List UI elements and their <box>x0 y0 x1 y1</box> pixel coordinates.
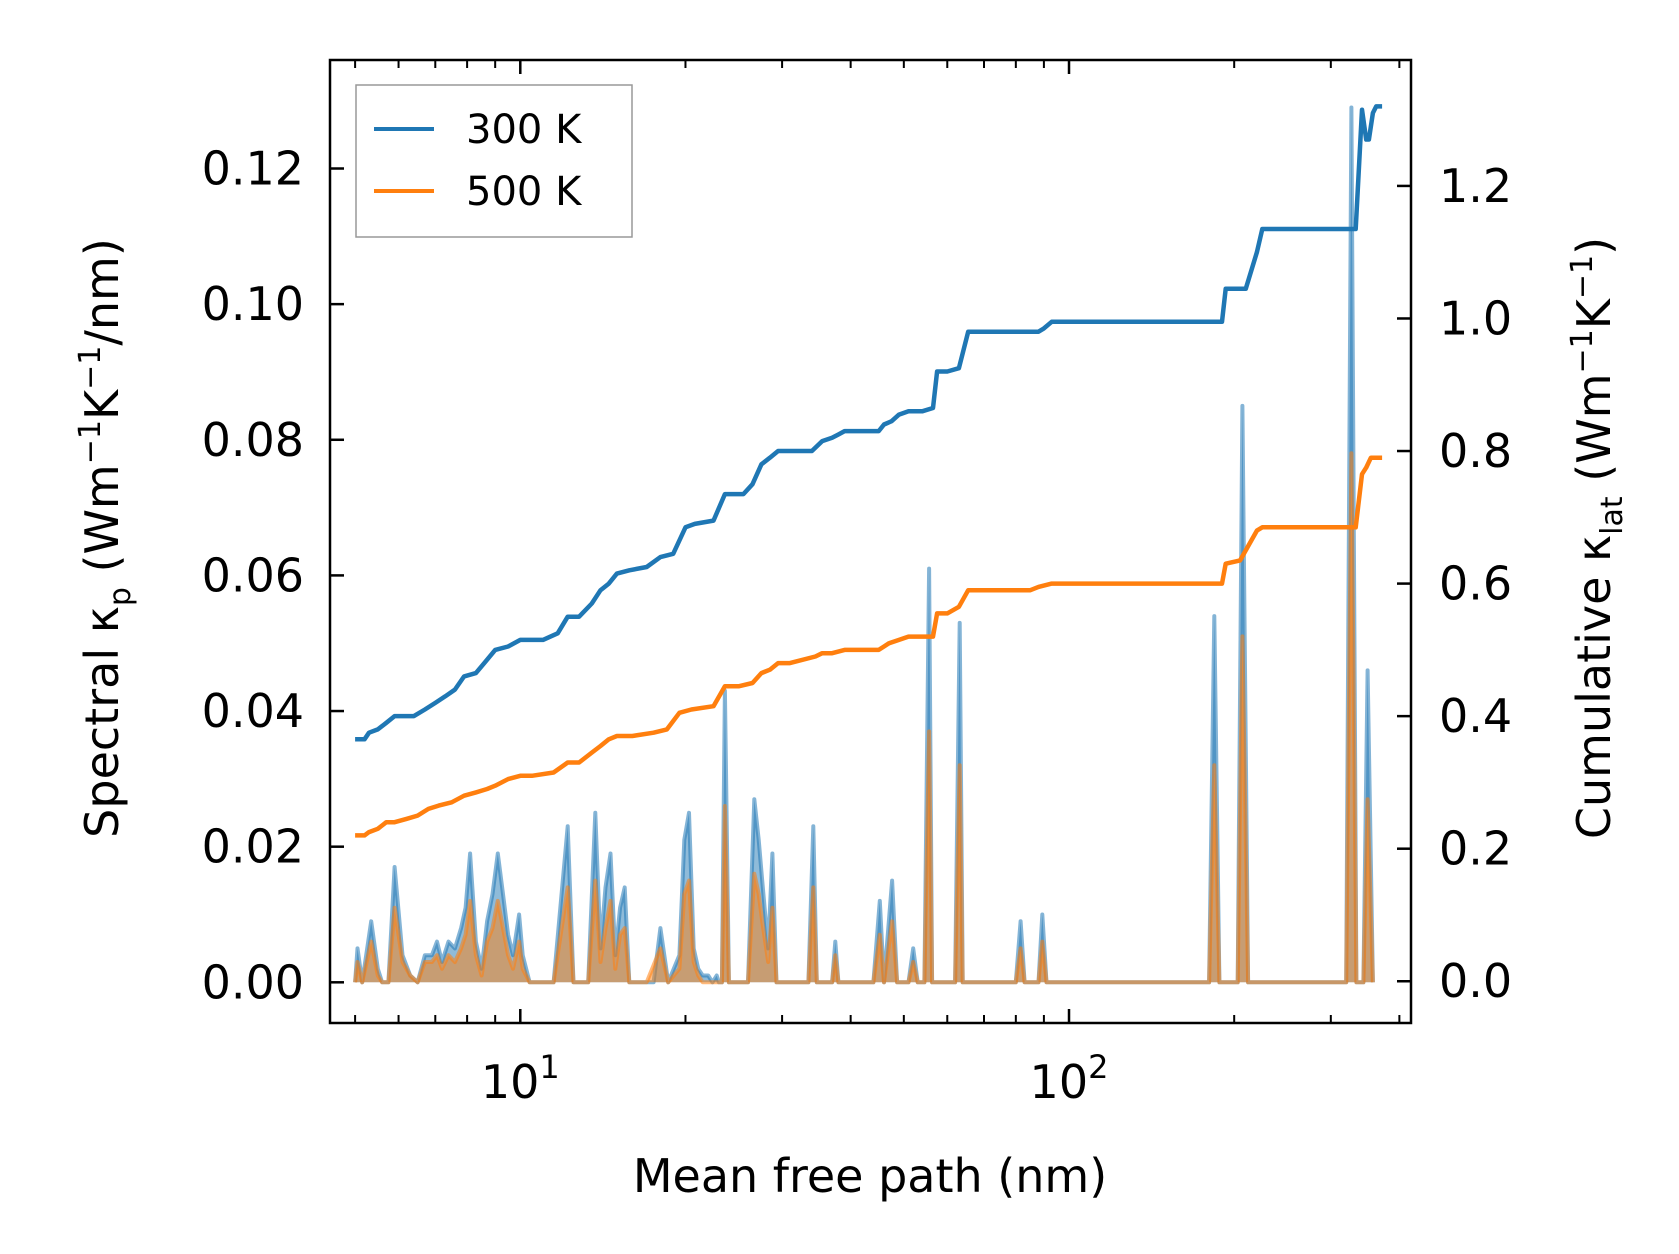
legend-label-300k: 300 K <box>466 107 583 153</box>
y-axis-left-label: Spectral κp (Wm−1K−1/nm) <box>73 238 138 838</box>
y-left-tick-label: 0.08 <box>202 413 304 467</box>
y-left-tick-label: 0.02 <box>202 820 304 874</box>
plot-content <box>353 104 1383 985</box>
legend-box <box>355 84 633 238</box>
y-right-tick-label: 0.0 <box>1439 954 1512 1008</box>
x-tick-label: 102 <box>1030 1048 1109 1109</box>
legend: 300 K 500 K <box>355 84 633 238</box>
y-left-tick-label: 0.12 <box>202 142 304 196</box>
y-left-tick-label: 0.06 <box>202 548 304 602</box>
y-left-tick-label: 0.10 <box>202 277 304 331</box>
y-right-tick-label: 0.6 <box>1439 557 1512 611</box>
y-right-tick-label: 0.2 <box>1439 822 1512 876</box>
cumulative-line-300k <box>355 104 1383 742</box>
axis-ticks: 0.00 0.02 0.04 0.06 0.08 0.10 0.12 0.0 0.2 0.4 0.6… <box>202 60 1512 1109</box>
x-tick-label: 101 <box>481 1048 560 1109</box>
y-right-tick-label: 0.4 <box>1439 689 1512 743</box>
legend-label-500k: 500 K <box>466 169 583 215</box>
y-left-tick-label: 0.04 <box>202 684 304 738</box>
cumulative-line-500k <box>355 455 1383 838</box>
spectral-line-500k <box>353 451 1375 985</box>
y-right-tick-label: 1.2 <box>1439 159 1512 213</box>
x-axis-label: Mean free path (nm) <box>633 1149 1107 1203</box>
y-right-tick-label: 1.0 <box>1439 291 1512 345</box>
plot-frame <box>328 58 1413 1025</box>
y-left-tick-label: 0.00 <box>202 955 304 1009</box>
y-axis-right-label: Cumulative κlat (Wm−1K−1) <box>1565 237 1630 839</box>
y-right-tick-label: 0.8 <box>1439 424 1512 478</box>
